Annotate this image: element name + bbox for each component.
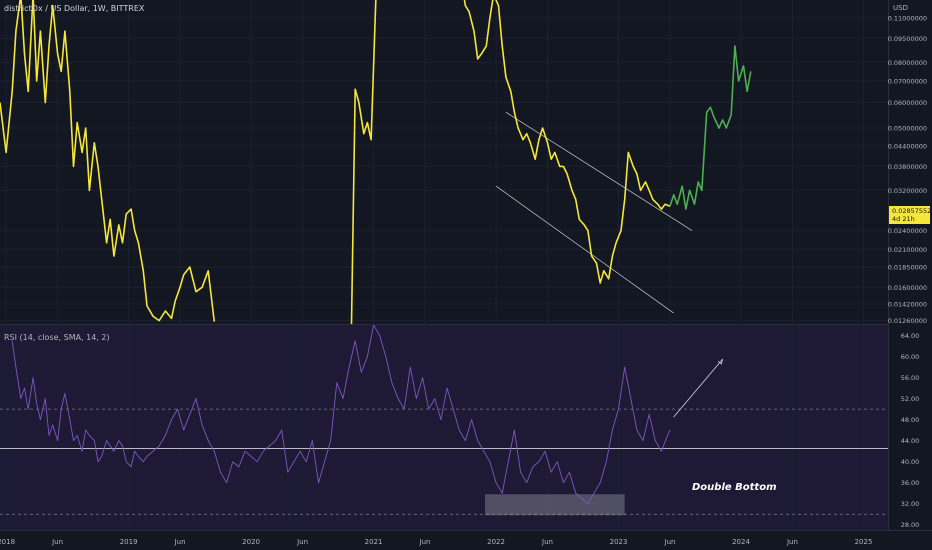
rsi-tick-label: 64.00 <box>901 332 920 340</box>
time-tick-label: Jun <box>786 538 798 546</box>
currency-label: USD <box>893 4 908 12</box>
rsi-tick-label: 40.00 <box>901 458 920 466</box>
bar-countdown: 4d 21h <box>892 215 915 223</box>
rsi-tick-label: 36.00 <box>901 479 920 487</box>
last-price-badge: 0.02857552 4d 21h <box>889 206 932 224</box>
rsi-title: RSI (14, close, SMA, 14, 2) <box>4 333 110 342</box>
price-tick-label: 0.05000000 <box>888 125 927 133</box>
rsi-tick-label: 44.00 <box>901 437 920 445</box>
price-line <box>350 0 671 324</box>
double-bottom-annotation: Double Bottom <box>692 482 777 493</box>
price-tick-label: 0.11000000 <box>888 14 927 22</box>
time-tick-label: 2021 <box>365 538 383 546</box>
time-tick-label: Jun <box>296 538 308 546</box>
price-line <box>0 0 216 322</box>
price-tick-label: 0.08000000 <box>888 59 927 67</box>
rsi-tick-label: 52.00 <box>901 395 920 403</box>
rsi-band <box>0 325 888 530</box>
price-tick-label: 0.09500000 <box>888 35 927 43</box>
chart-title: districtOx / US Dollar, 1W, BITTREX <box>4 4 145 13</box>
rsi-line <box>11 325 671 505</box>
time-tick-label: 2018 <box>0 538 15 546</box>
price-tick-label: 0.03200000 <box>888 187 927 195</box>
price-tick-label: 0.02100000 <box>888 246 927 254</box>
price-tick-label: 0.01260000 <box>888 317 927 325</box>
time-tick-label: Jun <box>51 538 63 546</box>
channel-line <box>505 111 693 231</box>
last-price-value: 0.02857552 <box>892 207 932 215</box>
channel-line <box>495 185 674 314</box>
time-tick-label: 2025 <box>855 538 873 546</box>
time-tick-label: Jun <box>174 538 186 546</box>
rsi-tick-label: 60.00 <box>901 353 920 361</box>
price-tick-label: 0.01600000 <box>888 284 927 292</box>
time-tick-label: 2019 <box>120 538 138 546</box>
time-tick-label: Jun <box>541 538 553 546</box>
time-tick-label: 2022 <box>487 538 505 546</box>
price-tick-label: 0.06000000 <box>888 99 927 107</box>
time-tick-label: Jun <box>419 538 431 546</box>
price-tick-label: 0.03800000 <box>888 163 927 171</box>
projection-line <box>669 45 752 210</box>
price-tick-label: 0.04400000 <box>888 142 927 150</box>
rsi-tick-label: 32.00 <box>901 500 920 508</box>
time-tick-label: Jun <box>664 538 676 546</box>
trend-arrow-head <box>717 359 723 365</box>
price-tick-label: 0.02400000 <box>888 227 927 235</box>
rsi-tick-label: 56.00 <box>901 374 920 382</box>
rsi-tick-label: 28.00 <box>901 521 920 529</box>
double-bottom-highlight <box>485 494 625 516</box>
price-tick-label: 0.07000000 <box>888 78 927 86</box>
trend-arrow <box>673 358 723 418</box>
rsi-tick-label: 48.00 <box>901 416 920 424</box>
time-tick-label: 2024 <box>732 538 750 546</box>
price-tick-label: 0.01850000 <box>888 263 927 271</box>
price-tick-label: 0.01420000 <box>888 300 927 308</box>
time-tick-label: 2020 <box>242 538 260 546</box>
time-tick-label: 2023 <box>610 538 628 546</box>
